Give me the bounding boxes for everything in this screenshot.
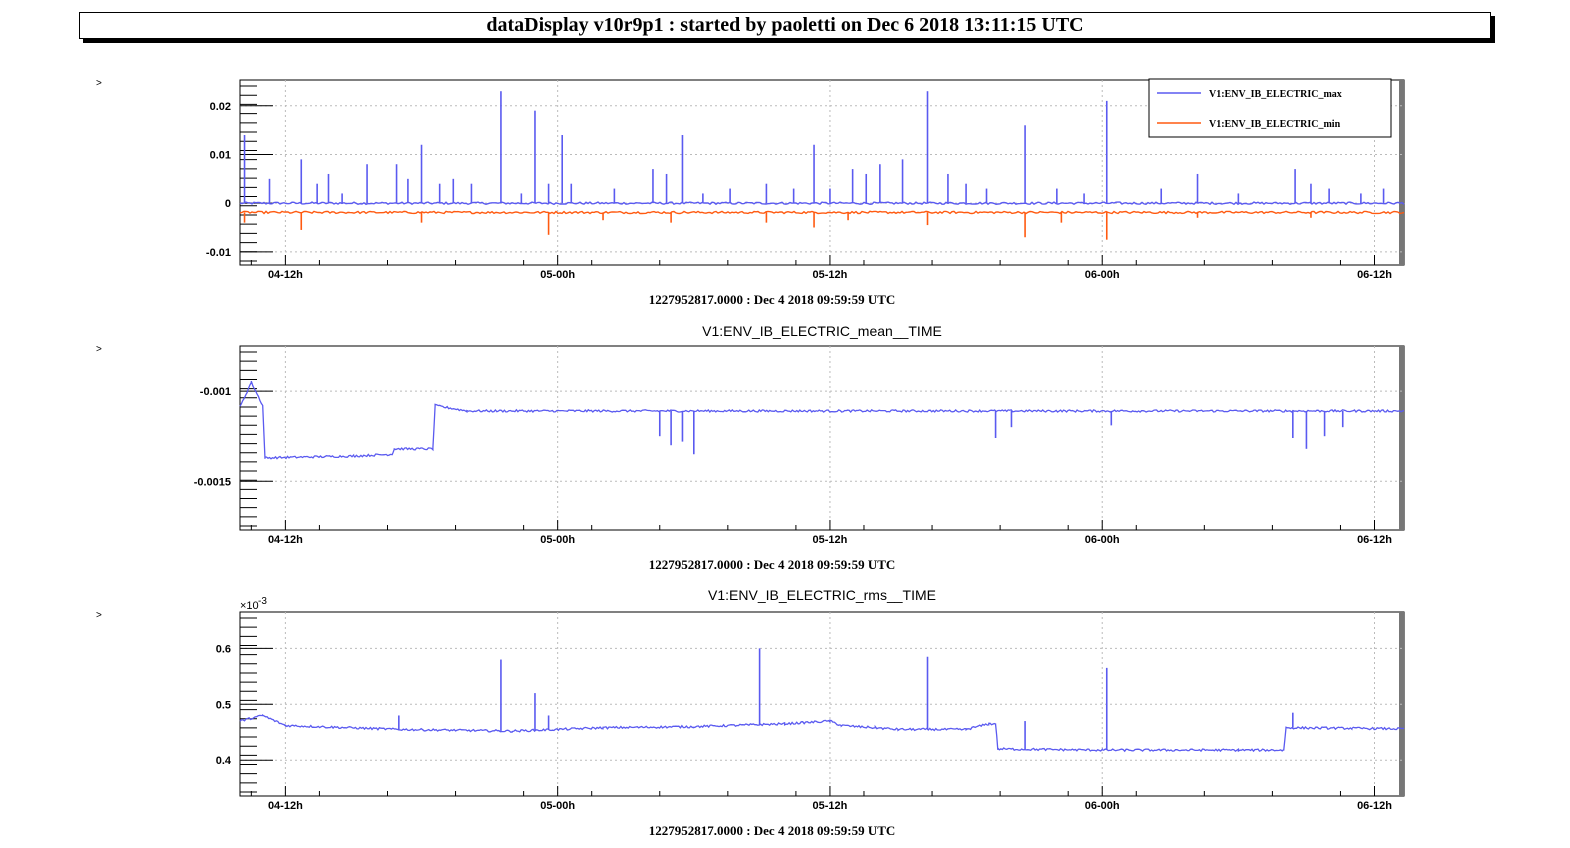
y-tick-label: 0.5 <box>216 699 231 711</box>
y-tick-label: 0.4 <box>216 755 232 767</box>
window-title: dataDisplay v10r9p1 : started by paolett… <box>486 14 1084 36</box>
plot-frame <box>239 345 1405 531</box>
x-axis-title: 1227952817.0000 : Dec 4 2018 09:59:59 UT… <box>649 823 896 838</box>
y-tick-label: 0 <box>225 198 231 210</box>
x-tick-label: 04-12h <box>268 269 303 281</box>
x-tick-label: 05-12h <box>813 534 848 546</box>
y-tick-label: 0.6 <box>216 643 231 655</box>
y-tick-label: 0.02 <box>210 101 231 113</box>
x-tick-label: 05-00h <box>540 269 575 281</box>
plot-edge-bar <box>1399 80 1404 265</box>
title-box: dataDisplay v10r9p1 : started by paolett… <box>79 12 1491 39</box>
x-axis-title: 1227952817.0000 : Dec 4 2018 09:59:59 UT… <box>649 557 896 572</box>
y-tick-label: 0.01 <box>210 149 231 161</box>
legend-box <box>1148 78 1392 138</box>
series-1-line <box>239 210 1405 215</box>
x-tick-label: 06-00h <box>1085 534 1120 546</box>
x-tick-label: 06-12h <box>1357 800 1392 812</box>
x-tick-label: 06-12h <box>1357 269 1392 281</box>
corner-mark: > <box>96 78 102 89</box>
x-tick-label: 04-12h <box>268 800 303 812</box>
legend-label: V1:ENV_IB_ELECTRIC_max <box>1209 89 1342 100</box>
series-0-line <box>239 201 1405 206</box>
plot-edge-bar <box>1399 346 1404 530</box>
series-0-line <box>239 713 1405 753</box>
x-tick-label: 06-00h <box>1085 800 1120 812</box>
x-tick-label: 05-12h <box>813 800 848 812</box>
corner-mark: > <box>96 344 102 355</box>
y-tick-label: -0.001 <box>200 386 231 398</box>
y-multiplier: ×10 <box>240 600 259 612</box>
x-tick-label: 05-00h <box>540 800 575 812</box>
plot-title: V1:ENV_IB_ELECTRIC_rms__TIME <box>708 587 936 603</box>
x-axis-title: 1227952817.0000 : Dec 4 2018 09:59:59 UT… <box>649 292 896 307</box>
y-multiplier-exponent: -3 <box>258 596 267 607</box>
corner-mark: > <box>96 610 102 621</box>
x-tick-label: 05-12h <box>813 269 848 281</box>
x-tick-label: 05-00h <box>540 534 575 546</box>
y-tick-label: -0.01 <box>206 247 231 259</box>
x-tick-label: 04-12h <box>268 534 303 546</box>
y-tick-label: -0.0015 <box>194 476 231 488</box>
x-tick-label: 06-12h <box>1357 534 1392 546</box>
legend-label: V1:ENV_IB_ELECTRIC_min <box>1209 119 1341 130</box>
series-0-line <box>239 380 1405 460</box>
plot-title: V1:ENV_IB_ELECTRIC_mean__TIME <box>702 323 942 339</box>
x-tick-label: 06-00h <box>1085 269 1120 281</box>
